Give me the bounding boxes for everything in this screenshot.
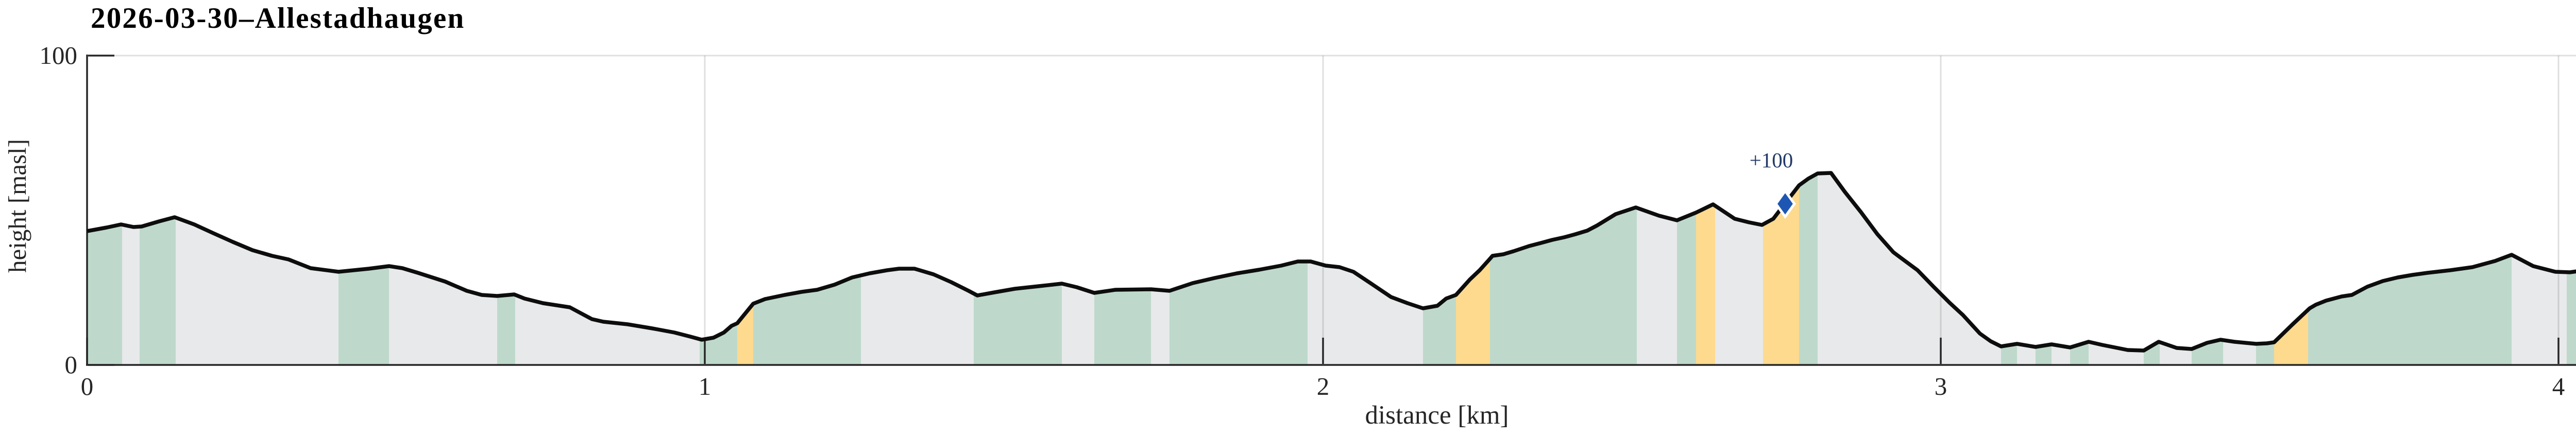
- svg-text:2026-03-30–Allestadhaugen: 2026-03-30–Allestadhaugen: [91, 2, 465, 34]
- svg-text:100: 100: [40, 41, 78, 69]
- svg-text:4: 4: [2552, 372, 2565, 400]
- svg-text:distance [km]: distance [km]: [1365, 401, 1509, 430]
- svg-text:2: 2: [1317, 372, 1330, 400]
- svg-text:3: 3: [1935, 372, 1947, 400]
- svg-text:height [masl]: height [masl]: [3, 139, 31, 273]
- svg-text:1: 1: [699, 372, 711, 400]
- svg-text:+100: +100: [1750, 148, 1793, 172]
- svg-text:0: 0: [81, 372, 94, 400]
- svg-text:0: 0: [65, 351, 78, 379]
